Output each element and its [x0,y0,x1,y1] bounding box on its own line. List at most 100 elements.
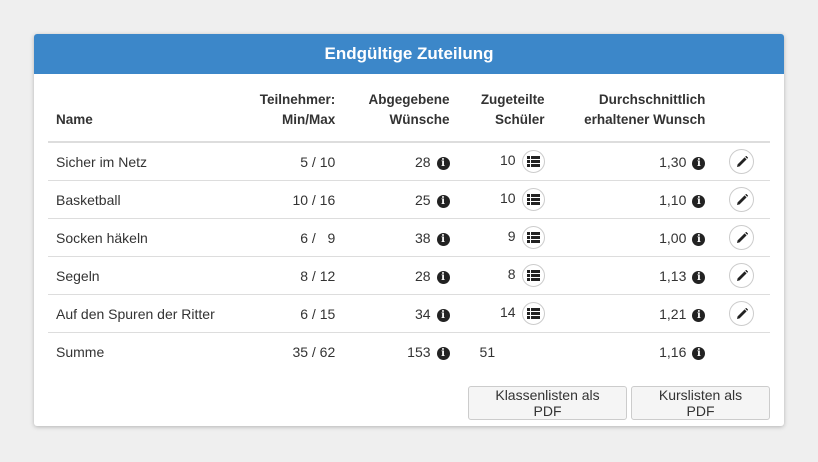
sum-min-max: 35 / 62 [225,332,344,370]
sum-durchschnitt-cell: 1,16 i [552,332,714,370]
list-icon [526,232,540,243]
table-row: Auf den Spuren der Ritter 6 / 15 34 i 14 1,21… [48,294,770,333]
list-button[interactable] [521,264,545,287]
edit-button[interactable] [729,263,755,288]
header-wuensche: Abgegebene Wünsche [343,86,458,143]
min-max-value: 6 / 15 [225,294,344,333]
sum-label: Summe [48,332,226,370]
sum-zugeteilt: 51 [457,332,553,370]
info-icon[interactable]: i [436,308,450,322]
durchschnitt-value: 1,21 [659,305,687,322]
info-icon[interactable]: i [692,194,706,208]
list-icon [526,270,540,281]
panel-title: Endgültige Zuteilung [34,34,784,74]
pencil-icon [736,307,748,319]
edit-button[interactable] [729,225,755,250]
klassenlisten-pdf-button[interactable]: Klassenlisten als PDF [468,386,627,420]
info-icon[interactable]: i [436,270,450,284]
durchschnitt-value: 1,13 [659,267,687,284]
actions-cell [713,142,770,181]
durchschnitt-value: 1,30 [659,153,687,170]
info-icon[interactable]: i [436,346,450,360]
list-icon [526,308,540,319]
list-button[interactable] [521,302,545,325]
min-max-value: 10 / 16 [225,180,344,219]
zugeteilt-cell: 14 [457,294,553,333]
zugeteilt-value: 14 [500,304,516,321]
allocation-panel: Endgültige Zuteilung Name Teilnehmer: Min… [34,34,784,426]
sum-actions-cell [713,332,770,370]
edit-button[interactable] [729,187,755,212]
wuensche-cell: 28 i [343,256,458,295]
wuensche-value: 28 [414,153,431,170]
course-name: Auf den Spuren der Ritter [48,294,226,333]
list-button[interactable] [521,150,545,173]
header-name: Name [48,86,226,143]
zugeteilt-value: 10 [500,190,516,207]
sum-durchschnitt: 1,16 [659,343,687,360]
actions-cell [713,218,770,257]
allocation-table: Name Teilnehmer: Min/Max Abgegebene Wünsch… [48,86,770,370]
edit-button[interactable] [729,149,755,174]
zugeteilt-cell: 10 [457,180,553,219]
durchschnitt-cell: 1,00 i [552,218,714,257]
table-row: Basketball 10 / 16 25 i 10 1,10 i [48,180,770,219]
info-icon[interactable]: i [436,232,450,246]
table-header-row: Name Teilnehmer: Min/Max Abgegebene Wünsch… [48,86,770,143]
pencil-icon [736,193,748,205]
info-icon[interactable]: i [692,346,706,360]
durchschnitt-cell: 1,10 i [552,180,714,219]
durchschnitt-cell: 1,21 i [552,294,714,333]
wuensche-value: 34 [414,305,431,322]
zugeteilt-value: 10 [500,152,516,169]
wuensche-value: 38 [414,229,431,246]
wuensche-cell: 25 i [343,180,458,219]
wuensche-value: 28 [414,267,431,284]
wuensche-cell: 38 i [343,218,458,257]
course-name: Socken häkeln [48,218,226,257]
header-actions [713,86,770,143]
min-max-value: 5 / 10 [300,153,336,170]
actions-cell [713,256,770,295]
list-icon [526,156,540,167]
list-icon [526,194,540,205]
actions-cell [713,180,770,219]
list-button[interactable] [521,226,545,249]
durchschnitt-value: 1,10 [659,191,687,208]
zugeteilt-value: 8 [507,266,516,283]
info-icon[interactable]: i [692,156,706,170]
actions-cell [713,294,770,333]
sum-row: Summe 35 / 62 153 i 51 1,16 i [48,332,770,370]
course-name: Segeln [48,256,226,295]
info-icon[interactable]: i [436,194,450,208]
info-icon[interactable]: i [692,308,706,322]
wuensche-value: 25 [414,191,431,208]
edit-button[interactable] [729,301,755,326]
wuensche-cell: 34 i [343,294,458,333]
table-row: Socken häkeln 6 / 9 38 i 9 1,00 i [48,218,770,257]
durchschnitt-cell: 1,13 i [552,256,714,295]
min-max-value: 6 / 9 [225,218,344,257]
zugeteilt-cell: 8 [457,256,553,295]
info-icon[interactable]: i [436,156,450,170]
durchschnitt-cell: 1,30 i [553,142,714,181]
pencil-icon [736,231,748,243]
pencil-icon [736,155,748,167]
durchschnitt-value: 1,00 [659,229,687,246]
header-durchschnitt: Durchschnittlich erhaltener Wunsch [552,86,714,143]
table-row: Sicher im Netz 5 / 10 28 i 10 1,30 i [48,142,770,181]
table-row: Segeln 8 / 12 28 i 8 1,13 i [48,256,770,295]
sum-wuensche: 153 [407,343,431,360]
header-teilnehmer: Teilnehmer: Min/Max [225,86,344,143]
kurslisten-pdf-button[interactable]: Kurslisten als PDF [631,386,770,420]
sum-wuensche-cell: 153 i [343,332,458,370]
list-button[interactable] [521,188,545,211]
course-name: Basketball [48,180,226,219]
zugeteilt-cell: 10 [458,142,553,181]
wuensche-cell: 28 i [343,142,457,181]
info-icon[interactable]: i [692,232,706,246]
zugeteilt-value: 9 [507,228,516,245]
min-max-value: 8 / 12 [225,256,344,295]
zugeteilt-cell: 9 [457,218,553,257]
info-icon[interactable]: i [692,270,706,284]
